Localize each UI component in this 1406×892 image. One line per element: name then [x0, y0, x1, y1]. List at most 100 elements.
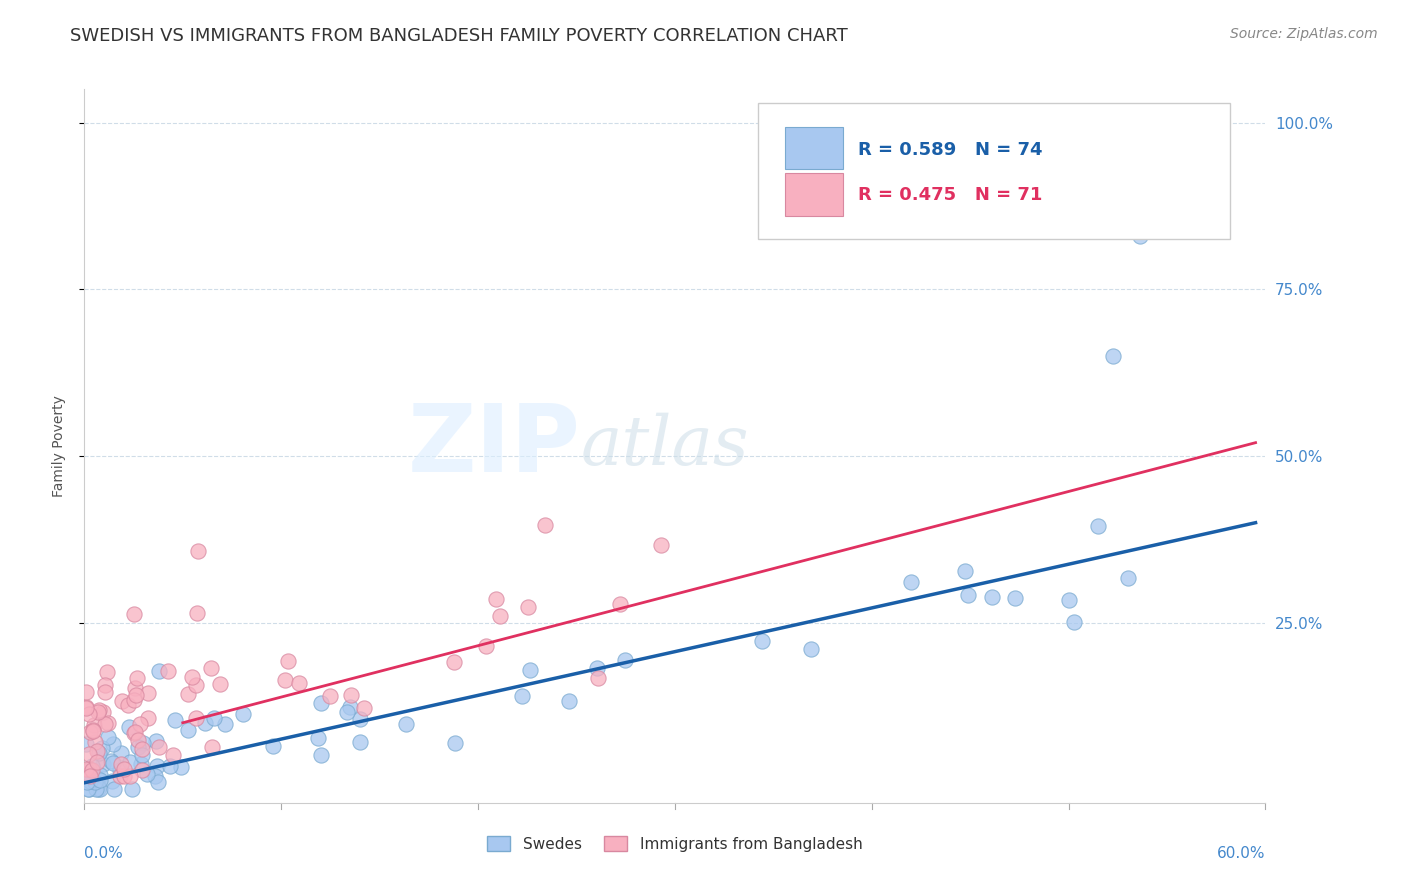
Point — [232, 706, 254, 721]
Point — [209, 677, 232, 691]
Point — [86, 772, 108, 786]
Point — [131, 742, 153, 756]
Point — [488, 609, 510, 624]
Point — [101, 737, 124, 751]
Point — [75, 763, 97, 777]
Point — [1116, 571, 1139, 585]
Point — [97, 730, 120, 744]
Point — [94, 717, 117, 731]
Point — [117, 698, 139, 713]
Point — [131, 747, 153, 762]
Point — [79, 769, 101, 783]
Point — [87, 703, 110, 717]
Point — [79, 773, 101, 788]
Point — [311, 696, 333, 710]
Point — [132, 736, 155, 750]
Point — [75, 685, 97, 699]
Point — [121, 782, 143, 797]
Point — [186, 678, 208, 692]
Point — [800, 641, 823, 656]
Point — [519, 663, 541, 677]
Point — [145, 758, 167, 772]
Point — [124, 681, 146, 695]
Point — [475, 639, 498, 653]
Point — [318, 689, 340, 703]
Point — [75, 701, 97, 715]
Point — [534, 518, 557, 533]
Point — [79, 725, 101, 739]
Point — [94, 685, 117, 699]
Point — [82, 759, 104, 773]
Point — [77, 707, 100, 722]
Point — [1087, 518, 1109, 533]
Point — [262, 739, 284, 754]
Point — [100, 774, 122, 789]
Point — [395, 717, 418, 731]
Y-axis label: Family Poverty: Family Poverty — [52, 395, 66, 497]
Legend: Swedes, Immigrants from Bangladesh: Swedes, Immigrants from Bangladesh — [479, 828, 870, 859]
Point — [484, 592, 506, 607]
Point — [214, 717, 236, 731]
Point — [76, 775, 98, 789]
Point — [510, 689, 533, 703]
Point — [148, 664, 170, 678]
Point — [82, 723, 104, 738]
Point — [110, 756, 132, 771]
Point — [156, 665, 179, 679]
Point — [131, 764, 153, 778]
Point — [145, 734, 167, 748]
Point — [146, 774, 169, 789]
Point — [103, 782, 125, 797]
Point — [650, 538, 672, 552]
Point — [1129, 228, 1152, 243]
Point — [165, 714, 187, 728]
Point — [273, 673, 295, 687]
Point — [180, 670, 202, 684]
Point — [1144, 216, 1167, 230]
Point — [586, 671, 609, 685]
Point — [143, 768, 166, 782]
Point — [89, 768, 111, 782]
Point — [82, 724, 104, 739]
Point — [122, 726, 145, 740]
Point — [77, 782, 100, 797]
Point — [100, 755, 122, 769]
Point — [112, 762, 135, 776]
Point — [84, 782, 107, 797]
Point — [86, 755, 108, 769]
Point — [148, 739, 170, 754]
Point — [89, 782, 111, 797]
Point — [91, 757, 114, 772]
Point — [159, 759, 181, 773]
Text: Source: ZipAtlas.com: Source: ZipAtlas.com — [1230, 27, 1378, 41]
Point — [1102, 349, 1125, 363]
Point — [108, 769, 131, 783]
Point — [349, 712, 371, 726]
Point — [93, 705, 115, 719]
Point — [122, 693, 145, 707]
Text: 60.0%: 60.0% — [1218, 846, 1265, 861]
Point — [309, 747, 332, 762]
Point — [129, 717, 152, 731]
Point — [201, 740, 224, 755]
Point — [614, 653, 637, 667]
Point — [87, 746, 110, 760]
Point — [97, 715, 120, 730]
Point — [125, 688, 148, 702]
Point — [112, 769, 135, 783]
FancyBboxPatch shape — [785, 127, 842, 169]
Point — [101, 756, 124, 771]
Point — [1063, 615, 1085, 630]
Point — [80, 763, 103, 777]
Point — [127, 672, 149, 686]
Point — [1004, 591, 1026, 606]
Point — [86, 743, 108, 757]
Point — [443, 656, 465, 670]
Point — [136, 686, 159, 700]
Point — [96, 665, 118, 679]
Point — [124, 724, 146, 739]
Point — [980, 590, 1002, 604]
Point — [120, 769, 142, 783]
Text: SWEDISH VS IMMIGRANTS FROM BANGLADESH FAMILY POVERTY CORRELATION CHART: SWEDISH VS IMMIGRANTS FROM BANGLADESH FA… — [70, 27, 848, 45]
Point — [353, 701, 375, 715]
